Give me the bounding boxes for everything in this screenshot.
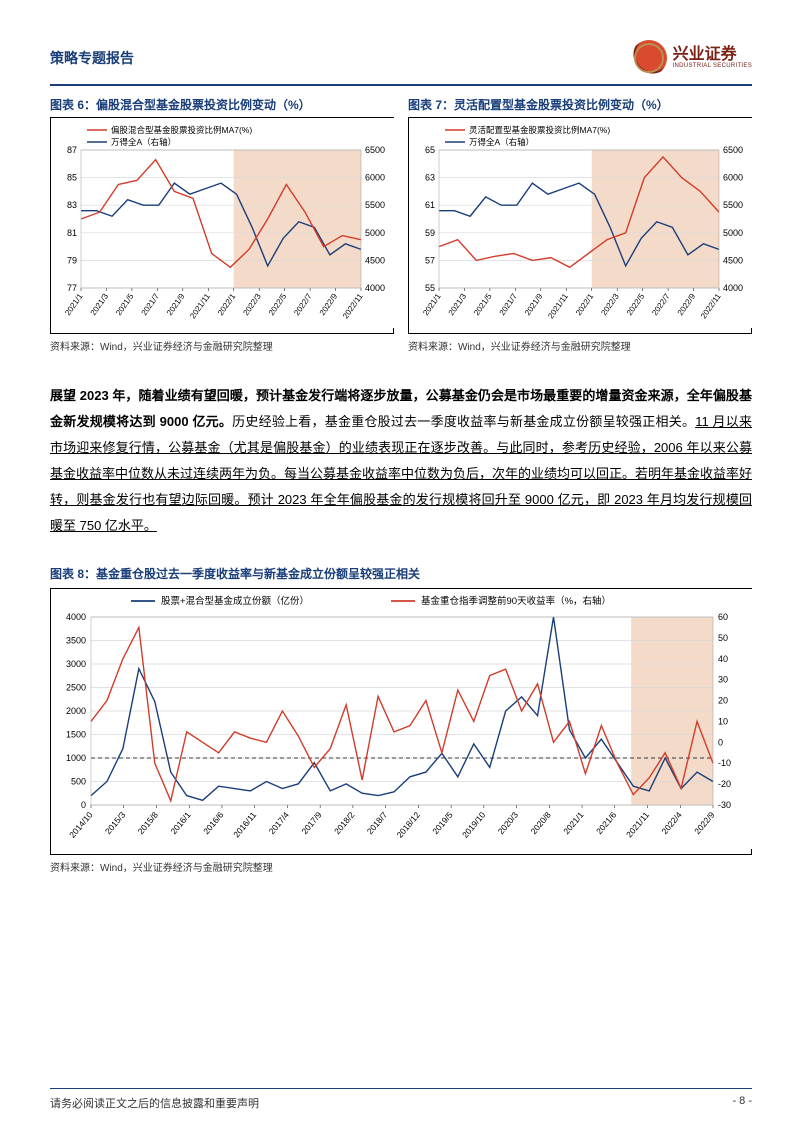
header-bar: 策略专题报告 兴业证券 INDUSTRIAL SECURITIES bbox=[50, 40, 752, 86]
svg-text:万得全A（右轴）: 万得全A（右轴） bbox=[469, 137, 534, 147]
svg-text:500: 500 bbox=[71, 777, 86, 787]
svg-text:57: 57 bbox=[425, 255, 435, 265]
svg-text:50: 50 bbox=[718, 633, 728, 643]
svg-text:-10: -10 bbox=[718, 758, 731, 768]
chart8-title: 图表 8：基金重仓股过去一季度收益率与新基金成立份额呈较强正相关 bbox=[50, 565, 752, 582]
svg-text:6000: 6000 bbox=[365, 173, 385, 183]
chart8: 05001000150020002500300035004000-30-20-1… bbox=[50, 588, 752, 855]
para-plain: 历史经验上看，基金重仓股过去一季度收益率与新基金成立份额呈较强正相关。 bbox=[232, 414, 695, 429]
chart6-source: 资料来源：Wind，兴业证券经济与金融研究院整理 bbox=[50, 338, 394, 353]
para-underline: 11 月以来市场迎来修复行情，公募基金（尤其是偏股基金）的业绩表现正在逐步改善。… bbox=[50, 414, 752, 533]
svg-text:股票+混合型基金成立份额（亿份）: 股票+混合型基金成立份额（亿份） bbox=[161, 595, 309, 607]
svg-text:4500: 4500 bbox=[723, 255, 743, 265]
svg-text:-20: -20 bbox=[718, 779, 731, 789]
svg-text:6500: 6500 bbox=[365, 145, 385, 155]
svg-text:2500: 2500 bbox=[66, 683, 86, 693]
chart8-source: 资料来源：Wind，兴业证券经济与金融研究院整理 bbox=[50, 859, 752, 874]
svg-text:10: 10 bbox=[718, 716, 728, 726]
chart6-title: 图表 6：偏股混合型基金股票投资比例变动（%） bbox=[50, 96, 394, 113]
svg-text:0: 0 bbox=[718, 737, 723, 747]
svg-text:-30: -30 bbox=[718, 800, 731, 810]
svg-text:5500: 5500 bbox=[723, 200, 743, 210]
svg-text:基金重仓指季调整前90天收益率（%，右轴）: 基金重仓指季调整前90天收益率（%，右轴） bbox=[421, 595, 611, 607]
doc-type-label: 策略专题报告 bbox=[50, 48, 134, 68]
chart6: 7779818385874000450050005500600065002021… bbox=[50, 117, 394, 334]
svg-text:61: 61 bbox=[425, 200, 435, 210]
chart7: 5557596163654000450050005500600065002021… bbox=[408, 117, 752, 334]
svg-text:3500: 3500 bbox=[66, 636, 86, 646]
chart7-source: 资料来源：Wind，兴业证券经济与金融研究院整理 bbox=[408, 338, 752, 353]
page-footer: 请务必阅读正文之后的信息披露和重要声明 - 8 - bbox=[50, 1088, 752, 1111]
svg-text:2000: 2000 bbox=[66, 706, 86, 716]
svg-text:60: 60 bbox=[718, 612, 728, 622]
footer-disclaimer: 请务必阅读正文之后的信息披露和重要声明 bbox=[50, 1095, 259, 1111]
logo-text-en: INDUSTRIAL SECURITIES bbox=[673, 63, 752, 69]
svg-text:81: 81 bbox=[67, 228, 77, 238]
svg-text:1000: 1000 bbox=[66, 753, 86, 763]
svg-text:77: 77 bbox=[67, 283, 77, 293]
svg-text:85: 85 bbox=[67, 173, 77, 183]
svg-text:0: 0 bbox=[81, 800, 86, 810]
svg-text:65: 65 bbox=[425, 145, 435, 155]
svg-text:1500: 1500 bbox=[66, 730, 86, 740]
logo-icon bbox=[631, 40, 667, 76]
svg-text:55: 55 bbox=[425, 283, 435, 293]
page-number: - 8 - bbox=[732, 1095, 752, 1111]
svg-text:4000: 4000 bbox=[365, 283, 385, 293]
svg-text:3000: 3000 bbox=[66, 659, 86, 669]
svg-text:87: 87 bbox=[67, 145, 77, 155]
svg-text:偏股混合型基金股票投资比例MA7(%): 偏股混合型基金股票投资比例MA7(%) bbox=[111, 125, 252, 135]
svg-text:79: 79 bbox=[67, 255, 77, 265]
svg-text:5000: 5000 bbox=[365, 228, 385, 238]
body-paragraph: 展望 2023 年，随着业绩有望回暖，预计基金发行端将逐步放量，公募基金仍会是市… bbox=[50, 383, 752, 539]
charts-row-6-7: 图表 6：偏股混合型基金股票投资比例变动（%） 77 79 81 83 85 87 4000… bbox=[50, 96, 752, 353]
svg-text:4000: 4000 bbox=[66, 612, 86, 622]
svg-text:20: 20 bbox=[718, 696, 728, 706]
svg-text:4000: 4000 bbox=[723, 283, 743, 293]
svg-text:59: 59 bbox=[425, 228, 435, 238]
svg-text:83: 83 bbox=[67, 200, 77, 210]
svg-text:万得全A（右轴）: 万得全A（右轴） bbox=[111, 137, 176, 147]
company-logo: 兴业证券 INDUSTRIAL SECURITIES bbox=[631, 40, 752, 76]
svg-text:4500: 4500 bbox=[365, 255, 385, 265]
svg-text:63: 63 bbox=[425, 173, 435, 183]
svg-text:6000: 6000 bbox=[723, 173, 743, 183]
svg-text:灵活配置型基金股票投资比例MA7(%): 灵活配置型基金股票投资比例MA7(%) bbox=[469, 125, 610, 135]
svg-text:30: 30 bbox=[718, 675, 728, 685]
logo-text-cn: 兴业证券 bbox=[673, 47, 752, 63]
svg-text:40: 40 bbox=[718, 654, 728, 664]
svg-text:6500: 6500 bbox=[723, 145, 743, 155]
svg-text:5000: 5000 bbox=[723, 228, 743, 238]
chart7-title: 图表 7：灵活配置型基金股票投资比例变动（%） bbox=[408, 96, 752, 113]
svg-text:5500: 5500 bbox=[365, 200, 385, 210]
